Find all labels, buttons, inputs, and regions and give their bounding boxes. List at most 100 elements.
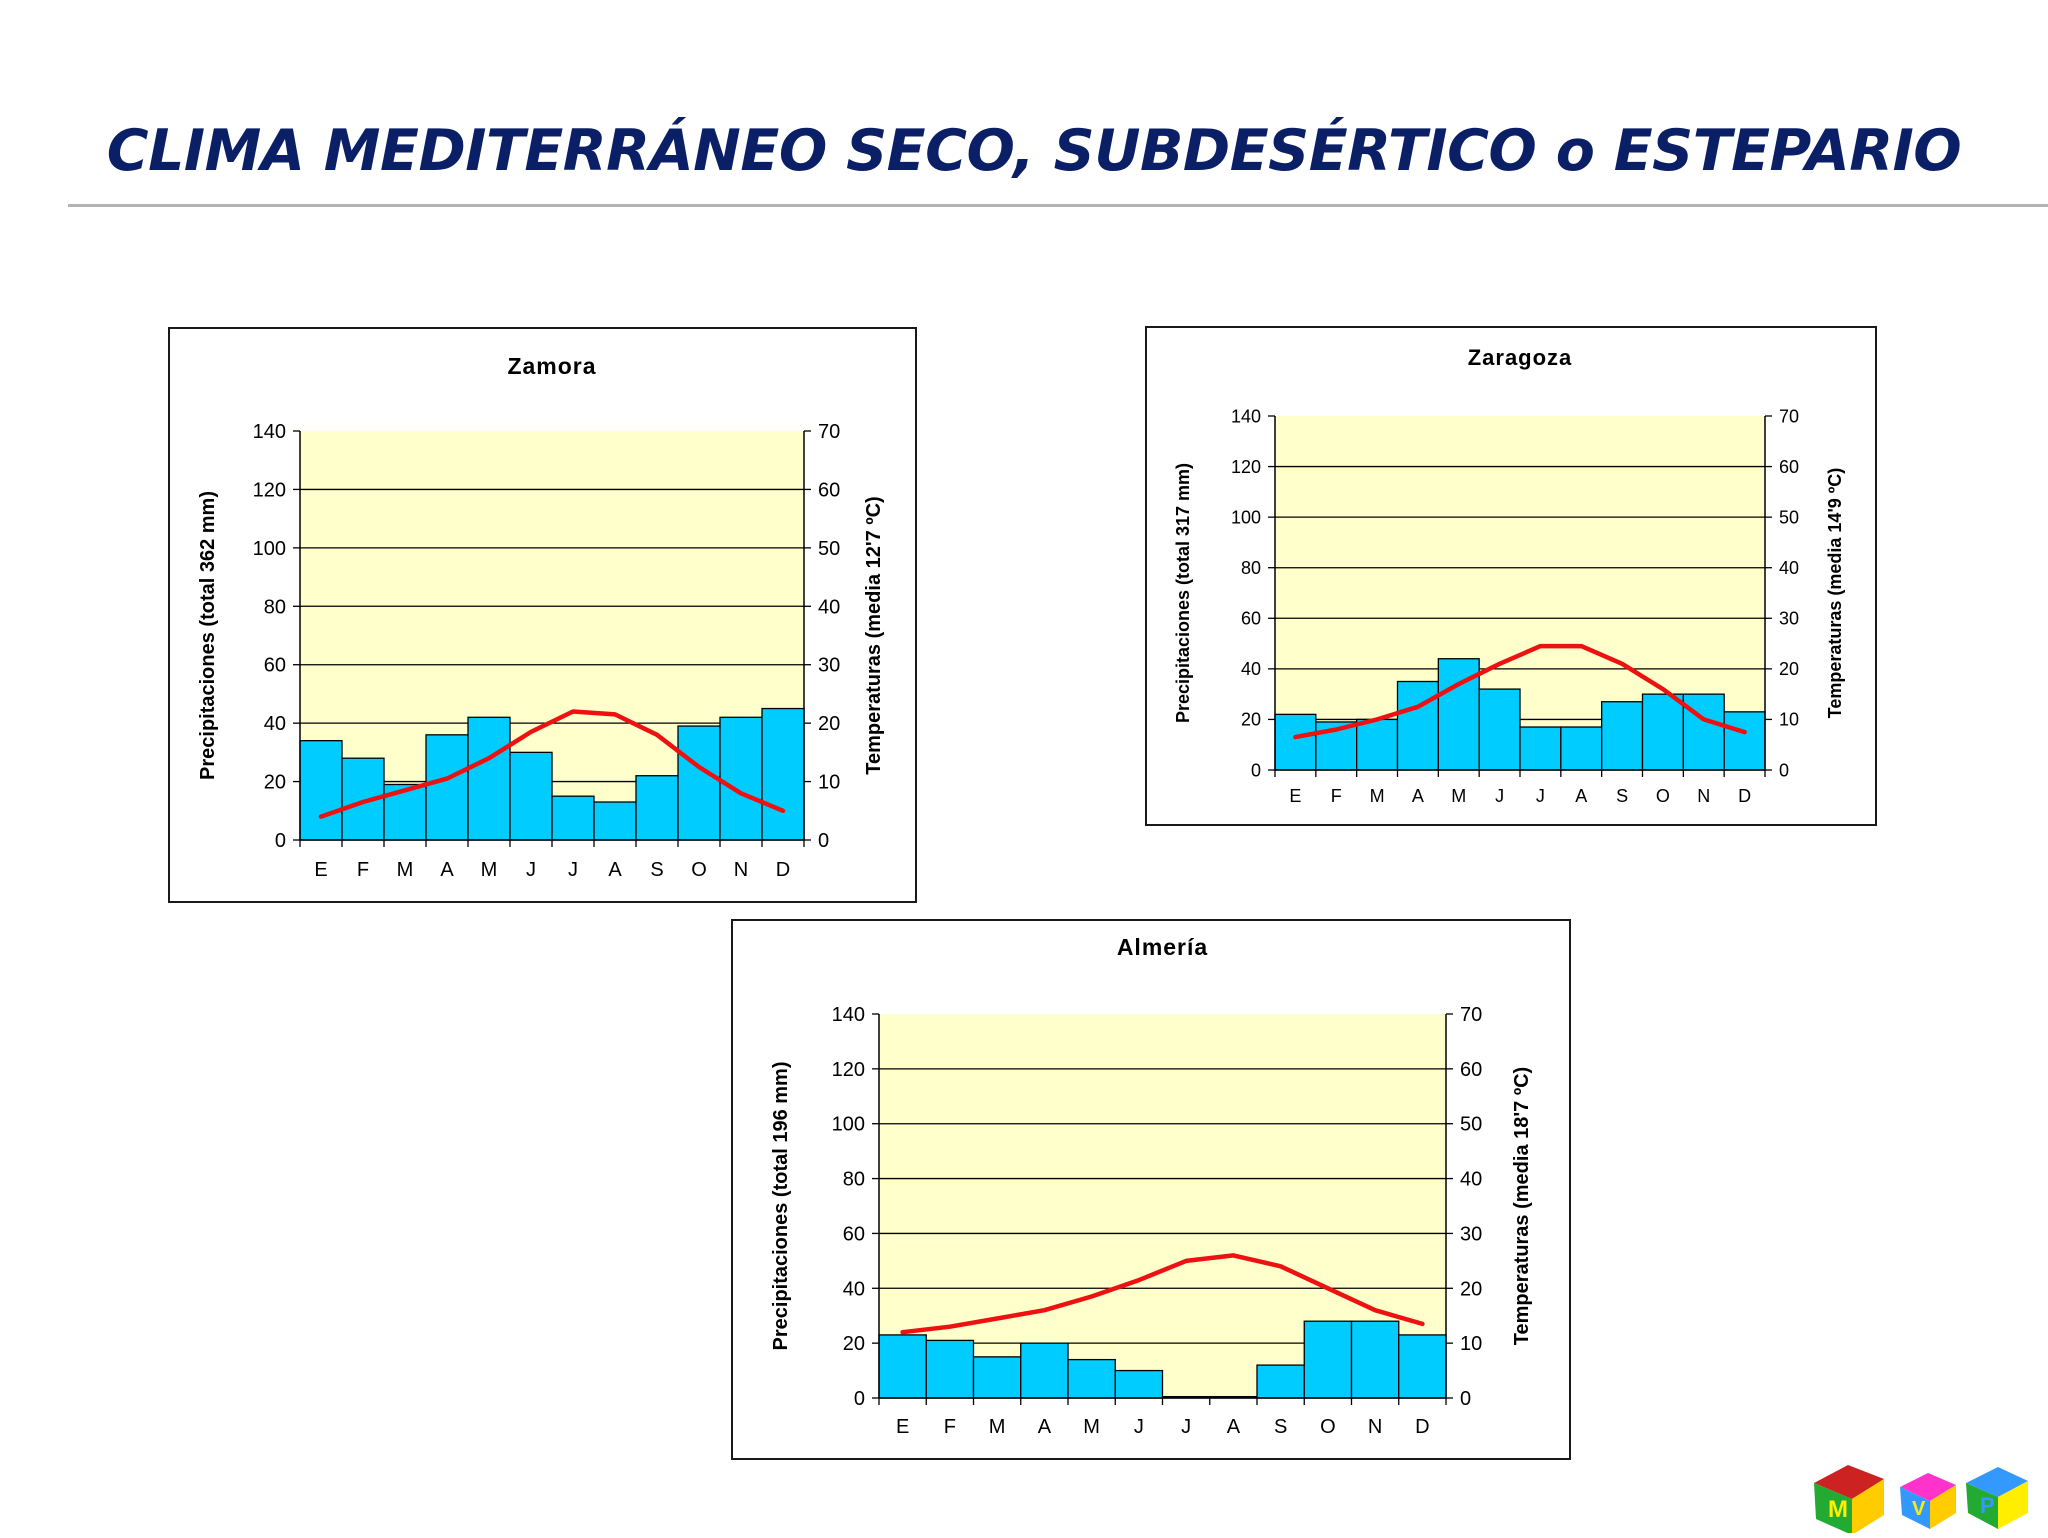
x-tick-label: E (1289, 786, 1301, 806)
y2-tick-label: 20 (1460, 1278, 1482, 1300)
precipitation-bar (1723, 711, 1766, 771)
y2-tick-label: 30 (1460, 1223, 1482, 1245)
y-tick-label: 80 (264, 596, 286, 618)
mvp-cubes-logo: M V P (1808, 1443, 2036, 1538)
x-tick-label: O (1656, 786, 1670, 806)
chart-svg: 0 20 40 60 80 100 120 140 0 10 20 30 40 50 60 70 E F M A M J J… (770, 934, 1533, 1438)
precipitation-bar (299, 740, 343, 841)
y2-tick-label: 20 (1779, 659, 1799, 679)
x-tick-label: E (896, 1416, 909, 1438)
x-tick-label: S (1616, 786, 1628, 806)
x-tick-label: F (1331, 786, 1342, 806)
x-tick-label: A (1038, 1416, 1052, 1438)
temperature-line (318, 709, 786, 819)
precipitation-bar (467, 716, 511, 841)
precipitation-bar (1067, 1358, 1116, 1399)
y-tick-label: 120 (253, 479, 286, 501)
precipitation-bar (719, 716, 763, 841)
precipitation-bar (677, 725, 721, 841)
temperature-line (1293, 643, 1747, 740)
chart-svg: 0 20 40 60 80 100 120 140 0 10 20 30 40 50 60 70 E F M A M J J… (197, 353, 885, 881)
x-tick-label: N (1697, 786, 1710, 806)
precipitation-bar (761, 707, 805, 841)
precipitation-bar (1356, 718, 1399, 771)
x-tick-label: J (1536, 786, 1545, 806)
cube-top (1814, 1465, 1884, 1499)
precipitation-bar (972, 1356, 1022, 1399)
cube-right (1930, 1485, 1956, 1529)
x-tick-label: F (944, 1416, 956, 1438)
y-tick-label: 0 (854, 1388, 865, 1410)
precipitation-bar (425, 734, 469, 841)
y-tick-label: 100 (832, 1114, 865, 1136)
y2-tick-label: 10 (818, 772, 840, 794)
cube-left (1900, 1487, 1930, 1529)
cube-right (1998, 1481, 2028, 1529)
y-tick-label: 20 (843, 1333, 865, 1355)
y2-tick-label: 10 (1779, 710, 1799, 730)
precipitation-bar (1396, 680, 1439, 771)
x-tick-label: J (1495, 786, 1504, 806)
chart-svg: 0 20 40 60 80 100 120 140 0 10 20 30 40 50 60 70 E F M A M J J… (1173, 345, 1845, 806)
y2-tick-label: 60 (1779, 457, 1799, 477)
climograph-almeria: 0 20 40 60 80 100 120 140 0 10 20 30 40 50 60 70 E F M A M J J… (731, 919, 1571, 1460)
x-tick-label: D (776, 859, 790, 881)
x-tick-label: M (481, 859, 498, 881)
precipitation-bar (1601, 701, 1644, 771)
cube-left (1814, 1483, 1852, 1535)
y2-tick-label: 0 (1779, 760, 1789, 780)
y-tick-label: 140 (253, 421, 286, 443)
y-tick-label: 80 (1241, 558, 1261, 578)
precipitation-bar (635, 775, 679, 841)
x-tick-label: F (357, 859, 369, 881)
x-tick-label: S (1274, 1416, 1287, 1438)
x-tick-label: J (1134, 1416, 1144, 1438)
x-tick-label: M (1083, 1416, 1100, 1438)
precipitation-bar (878, 1334, 927, 1399)
chart-title: Zaragoza (1468, 345, 1573, 370)
y2-axis-label: Temperaturas (media 18'7 ºC) (1511, 1067, 1533, 1345)
y-tick-label: 20 (264, 772, 286, 794)
precipitation-bar (1560, 726, 1603, 771)
y2-tick-label: 40 (818, 596, 840, 618)
y-tick-label: 60 (1241, 609, 1261, 629)
y-tick-label: 80 (843, 1169, 865, 1191)
x-tick-label: M (1370, 786, 1385, 806)
cube-left (1966, 1483, 1998, 1529)
chart-title: Almería (1117, 934, 1208, 960)
chart-title: Zamora (507, 353, 596, 379)
cube-right (1852, 1479, 1884, 1535)
y-axis-label: Precipitaciones (total 362 mm) (197, 491, 219, 780)
logo-letter-v: V (1912, 1498, 1926, 1520)
x-tick-label: A (608, 859, 622, 881)
y2-tick-label: 70 (818, 421, 840, 443)
precipitation-bar (509, 751, 553, 841)
y-tick-label: 140 (1231, 406, 1261, 426)
x-tick-label: J (1181, 1416, 1191, 1438)
y2-tick-label: 0 (818, 830, 829, 852)
y2-tick-label: 10 (1460, 1333, 1482, 1355)
x-tick-label: D (1415, 1416, 1429, 1438)
x-tick-label: S (650, 859, 663, 881)
x-tick-label: D (1738, 786, 1751, 806)
y2-tick-label: 70 (1779, 406, 1799, 426)
y2-tick-label: 0 (1460, 1388, 1471, 1410)
logo-graphic: M V P (1814, 1465, 2028, 1535)
y2-tick-label: 40 (1460, 1169, 1482, 1191)
cube-top (1900, 1473, 1956, 1501)
precipitation-bar (1256, 1364, 1305, 1399)
precipitation-bar (551, 795, 595, 841)
x-tick-label: A (1227, 1416, 1241, 1438)
y-tick-label: 20 (1241, 710, 1261, 730)
y-axis-label: Precipitaciones (total 196 mm) (770, 1062, 792, 1351)
precipitation-bar (1682, 693, 1725, 771)
y2-tick-label: 40 (1779, 558, 1799, 578)
temperature-line (900, 1253, 1425, 1335)
logo-letter-p: P (1980, 1493, 1995, 1518)
page-title: CLIMA MEDITERRÁNEO SECO, SUBDESÉRTICO o … (106, 118, 1962, 184)
y-tick-label: 100 (1231, 507, 1261, 527)
climograph-zamora: 0 20 40 60 80 100 120 140 0 10 20 30 40 50 60 70 E F M A M J J… (168, 327, 917, 903)
precipitation-bar (1478, 688, 1521, 771)
y2-tick-label: 60 (818, 479, 840, 501)
x-tick-label: N (1368, 1416, 1382, 1438)
